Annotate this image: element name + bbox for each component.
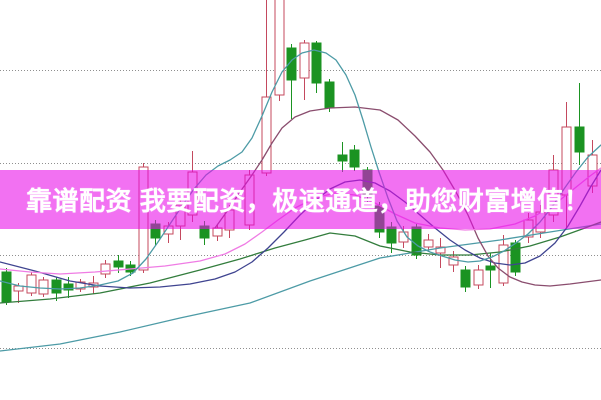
candle-up — [212, 224, 223, 241]
candle-down — [199, 221, 210, 245]
candle-down — [311, 41, 322, 93]
candle-down — [349, 145, 360, 171]
candle-up — [561, 102, 572, 230]
candle-up — [548, 155, 559, 222]
candle-down — [574, 83, 585, 165]
candle-down — [337, 142, 348, 172]
ma-line-dark-green — [0, 221, 601, 304]
candle-up — [473, 265, 484, 289]
candle-up — [26, 272, 37, 296]
ma-line-teal-slow — [0, 223, 601, 352]
candle-up — [175, 200, 186, 240]
candle-up — [38, 277, 49, 297]
candle-up — [498, 235, 509, 286]
candle-up — [138, 163, 149, 273]
candle-down — [286, 44, 297, 119]
candle-up — [299, 40, 310, 100]
candle-up — [75, 279, 86, 292]
candle-up — [274, 0, 285, 101]
candle-down — [460, 266, 471, 292]
ma-line-teal-fast — [0, 49, 601, 290]
candle-up — [261, 0, 272, 176]
candle-up — [100, 260, 111, 278]
candle-down — [1, 268, 12, 305]
candle-down — [324, 79, 335, 112]
candle-up — [448, 251, 459, 272]
candle-down — [362, 167, 373, 202]
candle-up — [224, 205, 235, 238]
ma-line-mauve — [214, 106, 601, 287]
candle-up — [423, 234, 434, 252]
candle-up — [435, 238, 446, 268]
